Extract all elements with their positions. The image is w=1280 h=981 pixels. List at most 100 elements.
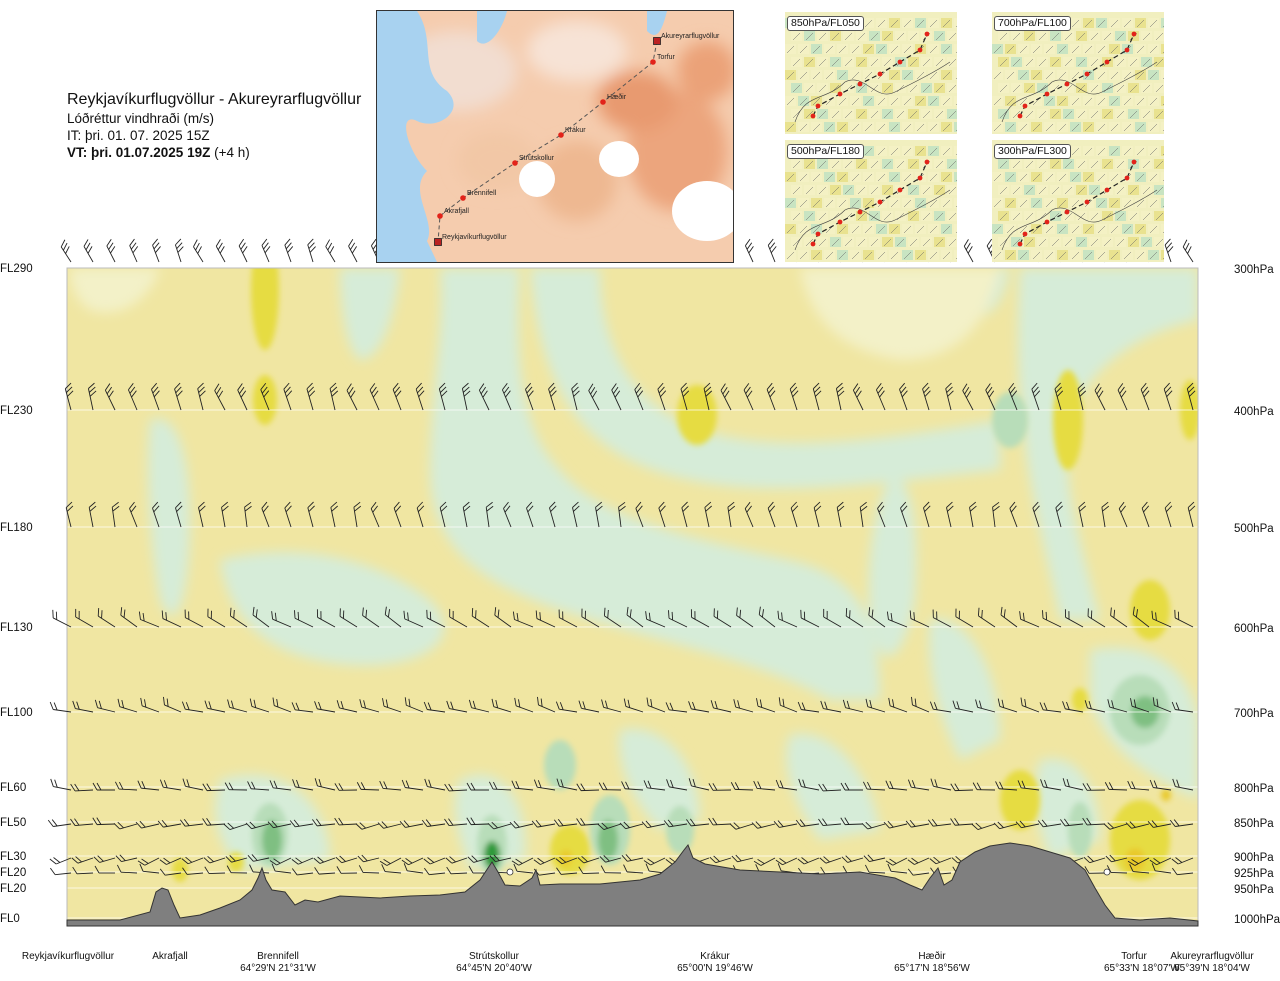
wind-barb [756,698,776,713]
mini-barb [864,123,873,132]
field-tile [902,96,913,106]
field-tile [1037,109,1048,119]
field-tile [934,237,945,247]
field-tile [908,237,919,247]
mini-barb [792,238,801,247]
wind-barb [1094,383,1106,411]
wind-barb [578,700,600,713]
field-tile [1096,146,1107,156]
mini-barb [1084,147,1093,156]
wind-barb [962,383,974,411]
wind-barb [598,782,622,791]
wind-barb [572,501,580,528]
field-tile [876,146,887,156]
wind-barb [971,822,996,830]
field-tile [1083,122,1094,132]
field-tile [1083,146,1094,156]
wind-barb [1169,819,1194,827]
mini-barb [909,238,918,247]
wind-barb [1172,867,1194,876]
station-marker [506,868,514,876]
wind-barb [531,819,556,828]
field-tile [895,211,906,221]
mini-barb [857,32,866,41]
wind-barb [207,608,226,628]
field-tile [824,96,835,106]
field-tile [817,109,828,119]
wind-barb [182,867,204,875]
mini-barb [812,199,821,208]
wind-barb [501,383,512,411]
wind-barb [800,609,820,628]
valid-time: VT: þri. 01.07.2025 19Z (+4 h) [67,144,361,161]
mini-barb [1077,58,1086,67]
field-tile [921,109,932,119]
vertical-wind-cell [262,820,282,860]
wind-barb [1132,606,1150,628]
field-tile [998,31,1009,41]
mini-barb [999,84,1008,93]
field-tile [1070,18,1081,28]
y-right-tick-label: 1000hPa [1234,914,1280,926]
wind-barb [708,817,732,826]
field-tile [1083,44,1094,54]
field-tile [889,198,900,208]
mini-barb [942,97,951,106]
mini-barb [1019,45,1028,54]
mini-barb [1110,71,1119,80]
wind-barb [489,854,512,863]
field-tile [1141,159,1152,169]
wind-barb [403,610,424,628]
field-tile [1044,224,1055,234]
field-tile [947,211,957,221]
vertical-wind-cell [666,806,694,854]
field-tile [1063,57,1074,67]
mini-barb [993,173,1002,182]
field-tile [863,96,874,106]
mini-route-point [1084,71,1090,77]
mini-barb [1149,251,1158,260]
field-tile [785,96,796,106]
wind-barb [70,818,94,827]
field-tile [804,31,815,41]
field-tile [830,211,841,221]
field-tile [1089,159,1100,169]
field-tile [1161,44,1164,54]
wind-barb [92,782,115,791]
mini-barb [831,186,840,195]
mini-barb [786,71,795,80]
mini-barb [903,71,912,80]
mini-barb [1136,19,1145,28]
field-tile [1070,198,1081,208]
wind-barb [862,781,886,791]
mini-barb [1058,45,1067,54]
field-tile [1135,224,1146,234]
mini-map-graphic [992,146,1164,260]
mini-barb [916,199,925,208]
wind-barb [478,383,490,411]
mini-barb [916,123,925,132]
field-tile [1050,159,1061,169]
y-right-tick-label: 700hPa [1234,708,1274,720]
mini-barb [903,225,912,234]
mini-barb [935,32,944,41]
mini-barb [1012,238,1021,247]
mini-barb [1116,238,1125,247]
field-tile [869,185,880,195]
mini-barb [1103,238,1112,247]
wind-barb [599,855,622,863]
mini-barb [1071,97,1080,106]
field-tile [1135,250,1146,260]
mini-barb [922,58,931,67]
field-tile [928,172,939,182]
wind-barb [688,701,710,713]
mini-barb [857,58,866,67]
field-tile [998,185,1009,195]
wind-barb [444,783,468,792]
field-tile [1057,198,1068,208]
field-tile [908,31,919,41]
mini-barb [786,199,795,208]
field-tile [824,224,835,234]
wind-barb [736,607,754,628]
wind-barb [887,863,908,874]
